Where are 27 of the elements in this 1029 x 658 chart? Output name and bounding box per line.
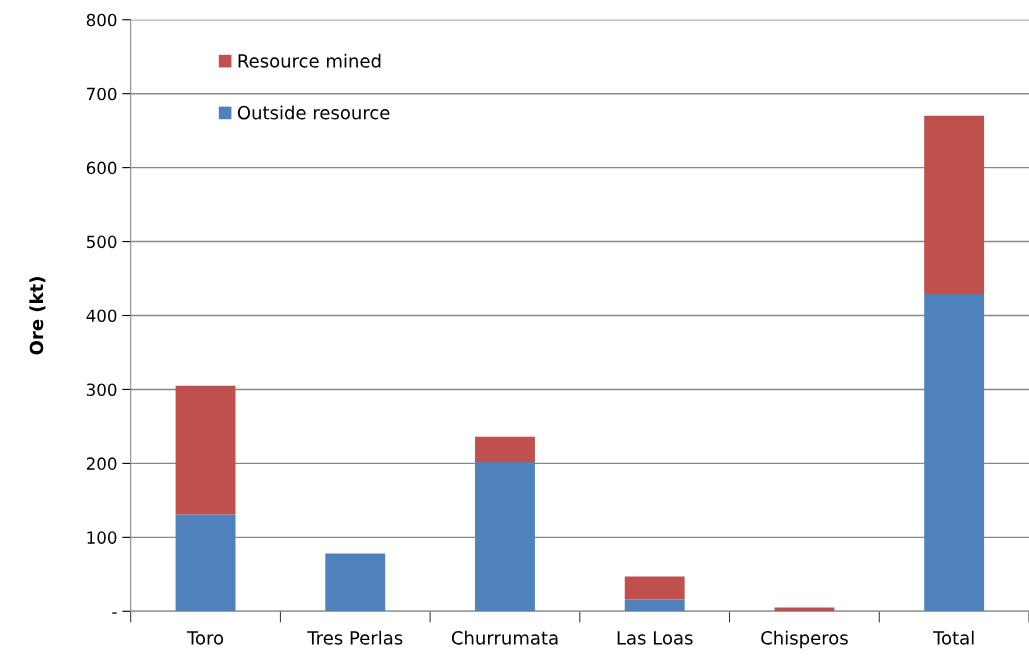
bar [475,461,535,612]
x-tick-label: Chisperos [761,630,848,649]
bar [475,436,535,462]
bar [924,115,985,295]
bar [325,553,386,612]
legend-label: Resource mined [238,53,381,68]
y-tick-label: 600 [86,161,117,175]
x-tick-label: Churrumata [451,630,558,645]
bar [175,385,236,515]
bar [175,514,236,612]
bar [924,294,985,612]
x-tick-label: Las Loas [617,631,693,645]
y-tick-label: 400 [86,309,117,323]
y-tick-label: - [112,612,117,614]
x-tick-label: Toro [186,631,224,645]
bar [624,576,685,600]
y-tick-label: 200 [86,457,117,470]
y-tick-label: 700 [87,87,117,101]
y-tick-label: 100 [87,531,117,544]
y-axis-title: Ore (kt) [29,277,46,355]
y-tick-label: 800 [86,13,117,27]
bar [624,599,685,612]
legend-label: Outside resource [237,105,390,120]
y-tick-label: 500 [86,235,117,249]
x-tick-label: Total [933,630,974,645]
y-tick-label: 300 [86,383,117,397]
x-tick-label: Tres Perlas [307,630,403,645]
